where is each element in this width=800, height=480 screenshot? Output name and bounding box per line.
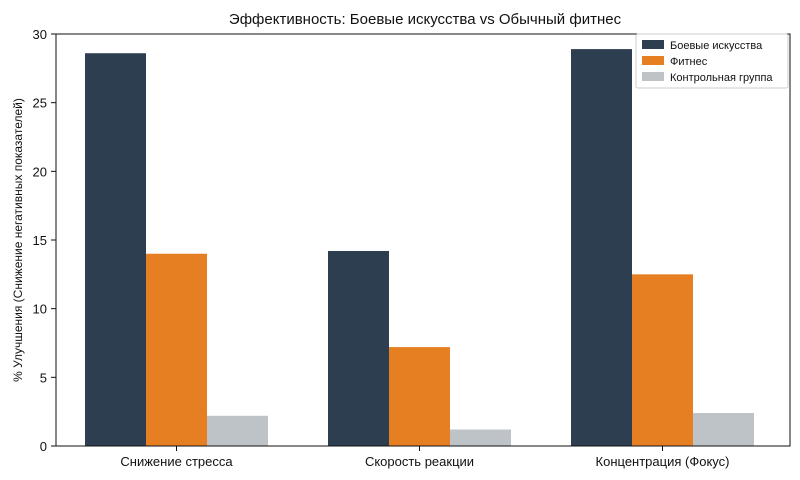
- x-tick-label: Концентрация (Фокус): [596, 454, 730, 469]
- bar-1-series-1: [85, 53, 146, 447]
- legend-swatch: [642, 72, 664, 81]
- chart-title: Эффективность: Боевые искусства vs Обычн…: [229, 11, 622, 28]
- bar-3-series-3: [693, 413, 754, 446]
- legend-label: Контрольная группа: [670, 72, 773, 84]
- x-tick-label: Снижение стресса: [120, 454, 233, 469]
- x-tick-label: Скорость реакции: [365, 454, 474, 469]
- y-tick-label: 20: [33, 164, 47, 179]
- bars-layer: [85, 49, 754, 447]
- x-axis-ticks: Снижение стресса Скорость реакции Концентр…: [120, 446, 729, 469]
- legend-box: [635, 33, 789, 89]
- y-axis-ticks: 0 5 10 15 20 25 30: [33, 27, 56, 454]
- y-tick-label: 10: [33, 302, 47, 317]
- legend-label: Фитнес: [670, 56, 708, 68]
- y-axis-label: % Улучшения (Снижение негативных показат…: [11, 98, 25, 382]
- bar-1-series-2: [146, 253, 207, 446]
- y-tick-label: 5: [40, 370, 47, 385]
- plot-area-frame: [55, 33, 791, 447]
- y-tick-label: 0: [40, 439, 47, 454]
- y-tick-label: 30: [33, 27, 47, 42]
- bar-2-series-2: [389, 347, 450, 446]
- legend-swatch: [642, 56, 664, 65]
- y-tick-label: 25: [33, 96, 47, 111]
- bar-3-series-2: [632, 274, 693, 446]
- bar-3-series-1: [571, 49, 632, 447]
- legend-swatch: [642, 40, 664, 49]
- bar-2-series-3: [450, 429, 511, 446]
- legend: Боевые искусства Фитнес Контрольная группа: [635, 33, 789, 89]
- y-tick-label: 15: [33, 233, 47, 248]
- legend-label: Боевые искусства: [670, 40, 763, 52]
- bar-1-series-3: [207, 415, 268, 446]
- bar-2-series-1: [328, 250, 389, 446]
